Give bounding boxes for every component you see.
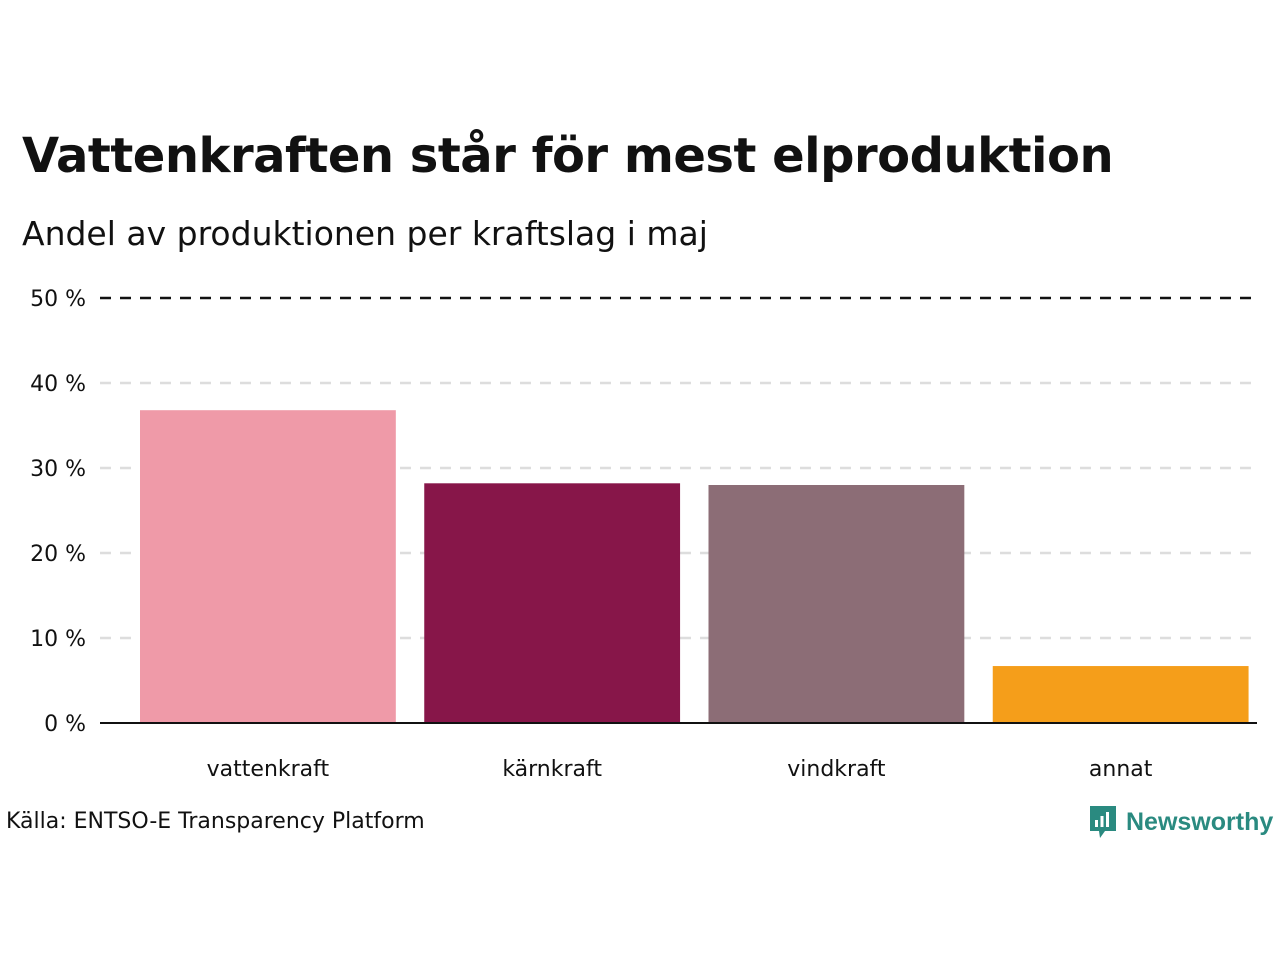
x-tick-label: kärnkraft <box>502 757 602 782</box>
y-tick-label: 0 % <box>44 712 86 737</box>
y-tick-label: 20 % <box>30 542 86 567</box>
grid-lines <box>100 296 1257 640</box>
y-tick-label: 30 % <box>30 457 86 482</box>
y-axis-ticks: 0 % 10 % 20 % 30 % 40 % 50 % <box>30 287 86 737</box>
y-tick-label: 40 % <box>30 372 86 397</box>
y-tick-label: 10 % <box>30 627 86 652</box>
brand-name: Newsworthy <box>1126 807 1274 836</box>
chart-subtitle: Andel av produktionen per kraftslag i ma… <box>22 214 708 253</box>
bar-annat <box>992 666 1249 723</box>
chart-title: Vattenkraften står för mest elproduktion <box>22 128 1114 184</box>
x-tick-label: vindkraft <box>787 757 886 782</box>
bar-kärnkraft <box>424 483 681 723</box>
x-tick-label: vattenkraft <box>207 757 330 782</box>
x-tick-label: annat <box>1089 757 1153 782</box>
source-note: Källa: ENTSO-E Transparency Platform <box>6 809 425 834</box>
x-axis-ticks: vattenkraft kärnkraft vindkraft annat <box>207 757 1153 782</box>
brand-logo: Newsworthy <box>1088 804 1273 840</box>
newsworthy-logo-icon <box>1090 806 1116 838</box>
bars <box>140 410 1249 723</box>
y-tick-label: 50 % <box>30 287 86 312</box>
bar-vattenkraft <box>140 410 396 723</box>
bar-vindkraft <box>708 485 965 723</box>
